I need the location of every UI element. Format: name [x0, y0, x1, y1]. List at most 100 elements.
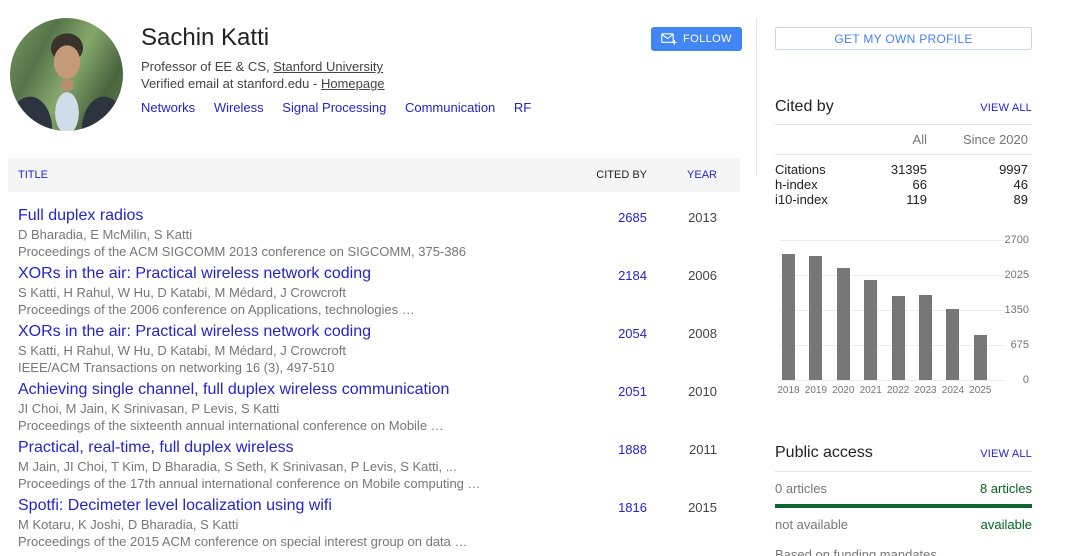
articles-rows: Full duplex radios D Bharadia, E McMilin…	[8, 192, 740, 550]
divider	[775, 124, 1032, 125]
interest-link-rf[interactable]: RF	[513, 100, 532, 115]
follow-envelope-icon	[661, 32, 677, 46]
sort-by-title-header[interactable]: TITLE	[18, 169, 48, 181]
homepage-link[interactable]: Homepage	[320, 76, 385, 91]
article-year: 2010	[688, 384, 717, 399]
h-index-label[interactable]: h-index	[775, 177, 818, 192]
chart-gridline	[779, 345, 1004, 346]
article-authors: D Bharadia, E McMilin, S Katti	[18, 227, 193, 242]
cited-by-title: Cited by	[775, 98, 834, 115]
chart-bar-2023[interactable]	[919, 294, 932, 380]
divider	[775, 471, 1032, 472]
article-citations-link[interactable]: 2054	[618, 326, 647, 341]
chart-tick-label: 2700	[1004, 234, 1029, 246]
articles-table: TITLE CITED BY YEAR Full duplex radios D…	[8, 158, 740, 554]
public-access-view-all-link[interactable]: VIEW ALL	[980, 448, 1032, 460]
available-label: available	[980, 517, 1032, 532]
chart-year-label: 2023	[914, 385, 937, 396]
interest-link-wireless[interactable]: Wireless	[213, 100, 264, 115]
article-year: 2008	[688, 326, 717, 341]
affiliation-link[interactable]: Stanford University	[273, 59, 384, 74]
i10-index-label[interactable]: i10-index	[775, 192, 828, 207]
public-access-title: Public access	[775, 444, 873, 461]
chart-gridline	[779, 275, 1004, 276]
affiliation-line: Professor of EE & CS, Stanford Universit…	[141, 58, 546, 75]
article-title-link[interactable]: Practical, real-time, full duplex wirele…	[18, 439, 294, 456]
article-row: XORs in the air: Practical wireless netw…	[8, 264, 740, 318]
chart-year-label: 2019	[804, 385, 828, 396]
header-vertical-divider	[756, 18, 757, 175]
article-row: Practical, real-time, full duplex wirele…	[8, 438, 740, 492]
interest-link-networks[interactable]: Networks	[141, 100, 196, 115]
article-title-link[interactable]: XORs in the air: Practical wireless netw…	[18, 265, 372, 282]
sort-by-year-header[interactable]: YEAR	[687, 169, 717, 181]
verified-line: Verified email at stanford.edu - Homepag…	[141, 75, 546, 92]
chart-gridline	[779, 310, 1004, 311]
cited-by-panel: Cited by VIEW ALL All Since 2020 Citatio…	[775, 90, 1032, 207]
article-year: 2015	[688, 500, 717, 515]
public-access-panel: Public access VIEW ALL 0 articles 8 arti…	[775, 437, 1032, 556]
article-year: 2013	[688, 210, 717, 225]
follow-button[interactable]: FOLLOW	[651, 27, 742, 51]
stat-row-i10-index: i10-index 119 89	[775, 192, 1032, 207]
article-venue: Proceedings of the 17th annual internati…	[18, 476, 481, 491]
article-row: Spotfi: Decimeter level localization usi…	[8, 496, 740, 550]
chart-bar-2018[interactable]	[782, 254, 795, 380]
article-year: 2006	[688, 268, 717, 283]
article-row: XORs in the air: Practical wireless netw…	[8, 322, 740, 376]
profile-name: Sachin Katti	[141, 24, 270, 51]
profile-photo	[10, 18, 123, 131]
cited-by-view-all-link[interactable]: VIEW ALL	[980, 102, 1032, 114]
stat-row-h-index: h-index 66 46	[775, 177, 1032, 192]
article-authors: M Jain, JI Choi, T Kim, D Bharadia, S Se…	[18, 459, 457, 474]
chart-bar-2024[interactable]	[946, 308, 960, 380]
article-title-link[interactable]: Full duplex radios	[18, 207, 144, 224]
article-citations-link[interactable]: 1816	[618, 500, 647, 515]
interest-link-signal-processing[interactable]: Signal Processing	[282, 100, 387, 115]
article-citations-link[interactable]: 2051	[618, 384, 647, 399]
article-citations-link[interactable]: 1888	[618, 442, 647, 457]
profile-info: Sachin Katti Professor of EE & CS, Stanf…	[141, 24, 546, 116]
citations-chart: 2700 2025 1350 675 0 2018 2019 2020 2021 2022 2023…	[775, 234, 1032, 399]
article-citations-link[interactable]: 2685	[618, 210, 647, 225]
chart-bar-2021[interactable]	[864, 279, 878, 380]
get-my-own-profile-button[interactable]: GET MY OWN PROFILE	[775, 27, 1032, 50]
cited-by-header: CITED BY	[596, 169, 647, 181]
stats-column-headers: All Since 2020	[775, 125, 1032, 154]
stat-row-citations: Citations 31395 9997	[775, 162, 1032, 177]
article-venue: Proceedings of the ACM SIGCOMM 2013 conf…	[18, 244, 466, 259]
citations-all: 31395	[890, 162, 927, 177]
chart-bar-2019[interactable]	[809, 255, 823, 380]
chart-bar-2022[interactable]	[891, 296, 905, 380]
stats-table: Citations 31395 9997 h-index 66 46 i10-i…	[775, 155, 1032, 207]
public-access-progress-bar	[775, 504, 1032, 508]
affiliation-text: Professor of EE & CS,	[141, 59, 274, 74]
chart-bar-2025[interactable]	[973, 334, 987, 380]
chart-tick-label: 2025	[1004, 269, 1029, 281]
article-title-link[interactable]: XORs in the air: Practical wireless netw…	[18, 323, 372, 340]
article-venue: IEEE/ACM Transactions on networking 16 (…	[18, 360, 335, 375]
chart-tick-label: 675	[1010, 339, 1029, 351]
h-index-all: 66	[912, 177, 927, 192]
chart-year-label: 2021	[859, 385, 882, 396]
article-venue: Proceedings of the 2015 ACM conference o…	[18, 534, 468, 549]
chart-tick-label: 1350	[1004, 304, 1029, 316]
article-authors: S Katti, H Rahul, W Hu, D Katabi, M Méda…	[18, 285, 346, 300]
available-count-link[interactable]: 8 articles	[979, 481, 1032, 496]
article-authors: JI Choi, M Jain, K Srinivasan, P Levis, …	[18, 401, 280, 416]
article-venue: Proceedings of the 2006 conference on Ap…	[18, 302, 415, 317]
not-available-label: not available	[775, 517, 848, 532]
citations-label[interactable]: Citations	[775, 162, 826, 177]
divider	[775, 154, 1032, 155]
article-citations-link[interactable]: 2184	[618, 268, 647, 283]
article-title-link[interactable]: Achieving single channel, full duplex wi…	[18, 381, 450, 398]
article-title-link[interactable]: Spotfi: Decimeter level localization usi…	[18, 497, 332, 514]
follow-label: FOLLOW	[683, 33, 732, 45]
col-since-2020: Since 2020	[962, 132, 1028, 147]
not-available-count: 0 articles	[775, 481, 828, 496]
interest-link-communication[interactable]: Communication	[404, 100, 496, 115]
article-row: Achieving single channel, full duplex wi…	[8, 380, 740, 434]
chart-bar-2020[interactable]	[836, 268, 850, 380]
h-index-since: 46	[1013, 177, 1028, 192]
interests-list: Networks Wireless Signal Processing Comm…	[141, 100, 546, 116]
